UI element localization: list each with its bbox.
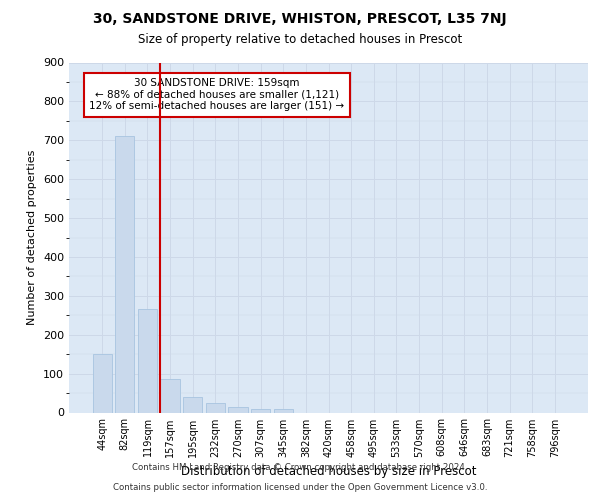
- Text: 30 SANDSTONE DRIVE: 159sqm
← 88% of detached houses are smaller (1,121)
12% of s: 30 SANDSTONE DRIVE: 159sqm ← 88% of deta…: [89, 78, 344, 112]
- Y-axis label: Number of detached properties: Number of detached properties: [28, 150, 37, 325]
- X-axis label: Distribution of detached houses by size in Prescot: Distribution of detached houses by size …: [181, 465, 476, 478]
- Bar: [229, 406, 248, 412]
- Bar: [251, 408, 270, 412]
- Bar: [115, 136, 134, 412]
- Bar: [274, 408, 293, 412]
- Text: Contains public sector information licensed under the Open Government Licence v3: Contains public sector information licen…: [113, 484, 487, 492]
- Bar: [206, 403, 225, 412]
- Text: Contains HM Land Registry data © Crown copyright and database right 2024.: Contains HM Land Registry data © Crown c…: [132, 464, 468, 472]
- Bar: [138, 310, 157, 412]
- Text: Size of property relative to detached houses in Prescot: Size of property relative to detached ho…: [138, 32, 462, 46]
- Bar: [160, 380, 180, 412]
- Text: 30, SANDSTONE DRIVE, WHISTON, PRESCOT, L35 7NJ: 30, SANDSTONE DRIVE, WHISTON, PRESCOT, L…: [93, 12, 507, 26]
- Bar: [92, 354, 112, 412]
- Bar: [183, 397, 202, 412]
